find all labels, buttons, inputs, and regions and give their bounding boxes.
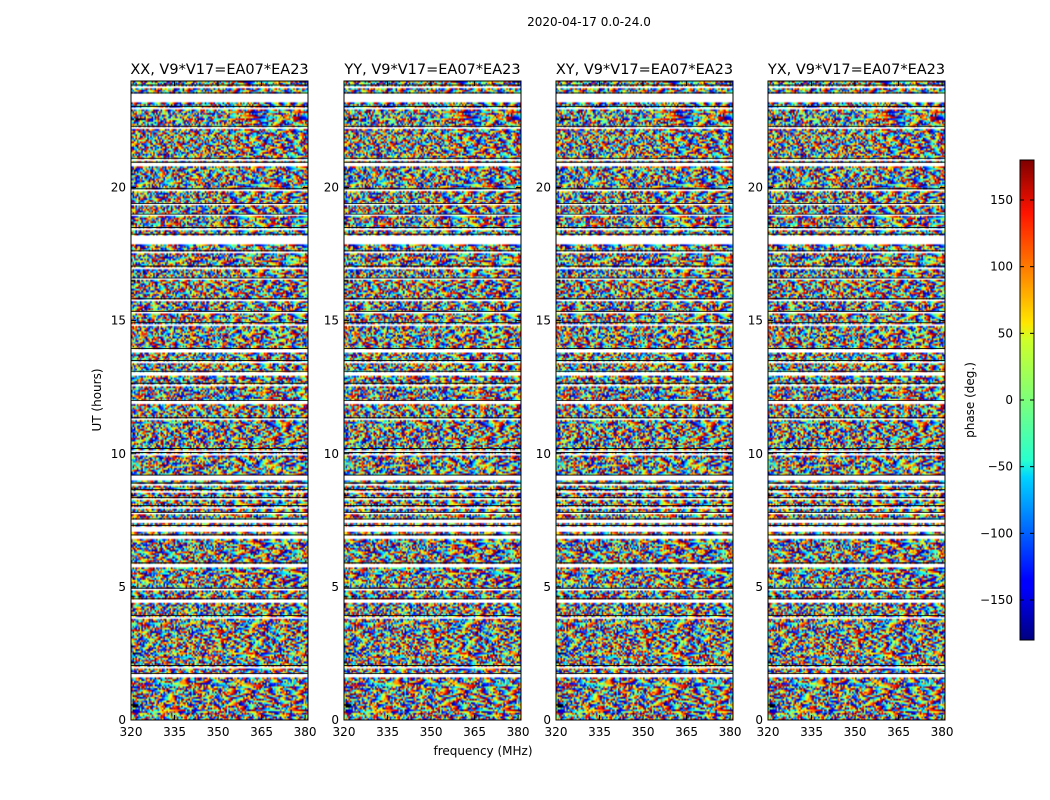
- y-tick-label: 15: [324, 314, 339, 328]
- colorbar-tick-label: 50: [998, 326, 1013, 340]
- y-tick-label: 20: [324, 181, 339, 195]
- x-tick-label: 350: [632, 725, 655, 739]
- x-tick-label: 380: [719, 725, 742, 739]
- x-tick-label: 335: [376, 725, 399, 739]
- panel-title: YX, V9*V17=EA07*EA23: [767, 62, 945, 78]
- panel-frame: [343, 80, 522, 721]
- colorbar: −150 −100 −50 0 50 100 150 phase (deg.): [963, 159, 1035, 641]
- panel-frame: [555, 80, 734, 721]
- x-tick-label: 320: [120, 725, 143, 739]
- panel-title: XY, V9*V17=EA07*EA23: [556, 62, 733, 78]
- colorbar-tick-label: −150: [980, 593, 1013, 607]
- panel-title: XX, V9*V17=EA07*EA23: [130, 62, 308, 78]
- y-tick-label: 10: [324, 447, 339, 461]
- figure-suptitle: 2020-04-17 0.0-24.0: [527, 15, 651, 29]
- panel-xx: XX, V9*V17=EA07*EA23 320 335 350 365 380 0 5 10 1…: [111, 62, 317, 739]
- panel-yx: YX, V9*V17=EA07*EA23 320 335 350 365 380 0 5 10 1…: [748, 62, 954, 739]
- x-tick-label: 350: [844, 725, 867, 739]
- colorbar-tick-label: −100: [980, 526, 1013, 540]
- panel-title: YY, V9*V17=EA07*EA23: [343, 62, 520, 78]
- x-tick-label: 350: [420, 725, 443, 739]
- y-tick-label: 15: [748, 314, 763, 328]
- panel-frame: [130, 80, 309, 721]
- colorbar-tick-label: 0: [1005, 393, 1013, 407]
- y-tick-label: 20: [748, 181, 763, 195]
- y-tick-label: 5: [118, 580, 126, 594]
- y-tick-label: 10: [111, 447, 126, 461]
- y-tick-label: 10: [748, 447, 763, 461]
- x-tick-label: 380: [294, 725, 317, 739]
- x-tick-label: 335: [163, 725, 186, 739]
- y-tick-label: 0: [331, 713, 339, 727]
- y-tick-label: 5: [331, 580, 339, 594]
- y-tick-label: 20: [111, 181, 126, 195]
- x-tick-label: 320: [545, 725, 568, 739]
- y-tick-label: 15: [111, 314, 126, 328]
- y-tick-label: 0: [755, 713, 763, 727]
- y-tick-label: 10: [536, 447, 551, 461]
- x-axis-label: frequency (MHz): [433, 744, 532, 758]
- y-tick-label: 0: [543, 713, 551, 727]
- y-tick-label: 5: [543, 580, 551, 594]
- colorbar-tick-label: −50: [988, 460, 1013, 474]
- colorbar-label: phase (deg.): [963, 362, 977, 438]
- x-tick-label: 365: [463, 725, 486, 739]
- panel-frame: [767, 80, 946, 721]
- y-tick-label: 20: [536, 181, 551, 195]
- x-tick-label: 380: [507, 725, 530, 739]
- panel-yy: YY, V9*V17=EA07*EA23 320 335 350 365 380 0 5 10 1…: [324, 62, 530, 739]
- panels: XX, V9*V17=EA07*EA23 320 335 350 365 380 0 5 10 1…: [111, 62, 954, 739]
- x-tick-label: 335: [800, 725, 823, 739]
- y-tick-label: 15: [536, 314, 551, 328]
- x-tick-label: 350: [207, 725, 230, 739]
- colorbar-tick-label: 150: [990, 193, 1013, 207]
- x-tick-label: 365: [675, 725, 698, 739]
- x-tick-label: 320: [333, 725, 356, 739]
- colorbar-tick-label: 100: [990, 260, 1013, 274]
- y-tick-label: 5: [755, 580, 763, 594]
- y-axis-label: UT (hours): [90, 368, 104, 431]
- panel-xy: XY, V9*V17=EA07*EA23 320 335 350 365 380 0 5 10 1…: [536, 62, 742, 739]
- colorbar-ticks: −150 −100 −50 0 50 100 150: [980, 193, 1034, 607]
- x-tick-label: 320: [757, 725, 780, 739]
- x-tick-label: 380: [931, 725, 954, 739]
- x-tick-label: 365: [250, 725, 273, 739]
- y-tick-label: 0: [118, 713, 126, 727]
- x-tick-label: 335: [588, 725, 611, 739]
- x-tick-label: 365: [887, 725, 910, 739]
